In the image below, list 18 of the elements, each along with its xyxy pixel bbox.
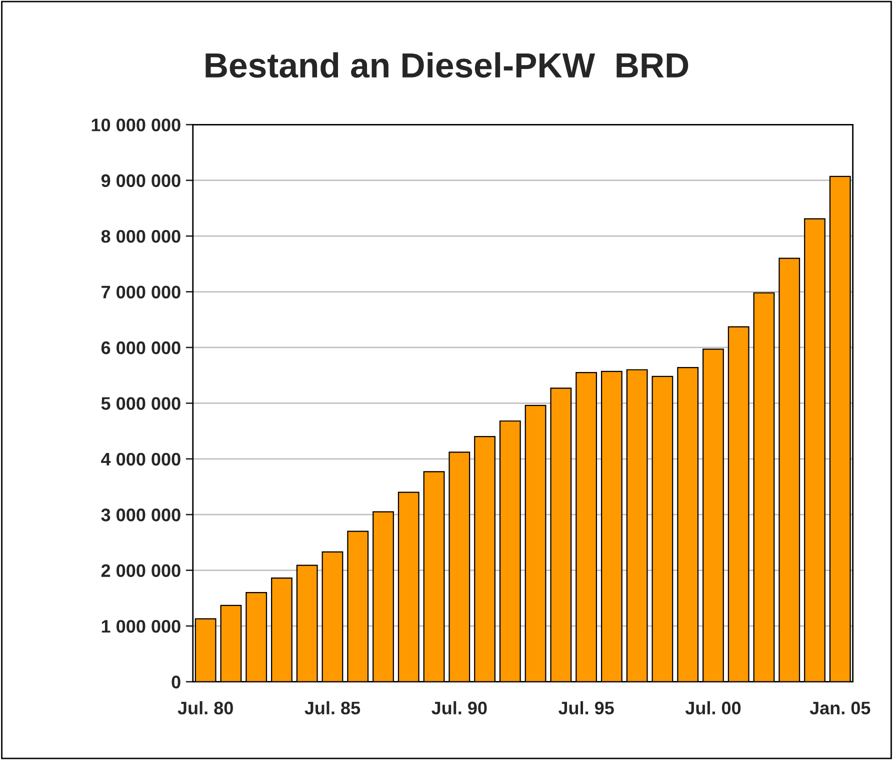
y-tick-label: 6 000 000 bbox=[101, 341, 180, 354]
x-tick-label: Jul. 85 bbox=[304, 701, 360, 714]
y-tick-label: 5 000 000 bbox=[101, 397, 180, 410]
y-tick-label: 1 000 000 bbox=[102, 620, 180, 633]
x-tick-label: Jul. 95 bbox=[558, 701, 614, 714]
y-tick-label: 4 000 000 bbox=[101, 452, 180, 466]
x-tick-label: Jul. 00 bbox=[685, 701, 741, 714]
x-tick-label: Jul. 80 bbox=[178, 701, 233, 714]
y-tick-label: 8 000 000 bbox=[101, 230, 180, 243]
y-tick-label: 7 000 000 bbox=[102, 286, 180, 298]
y-tick-label: 2 000 000 bbox=[101, 564, 180, 578]
y-tick-label: 0 bbox=[172, 676, 180, 688]
x-tick-label: Jan. 05 bbox=[810, 702, 870, 714]
chart-title: Bestand an Diesel-PKW BRD bbox=[206, 52, 688, 78]
x-tick-label: Jul. 90 bbox=[432, 701, 487, 714]
y-tick-label: 3 000 000 bbox=[101, 508, 180, 522]
y-tick-label: 9 000 000 bbox=[101, 174, 180, 188]
y-tick-label: 10 000 000 bbox=[92, 118, 180, 132]
